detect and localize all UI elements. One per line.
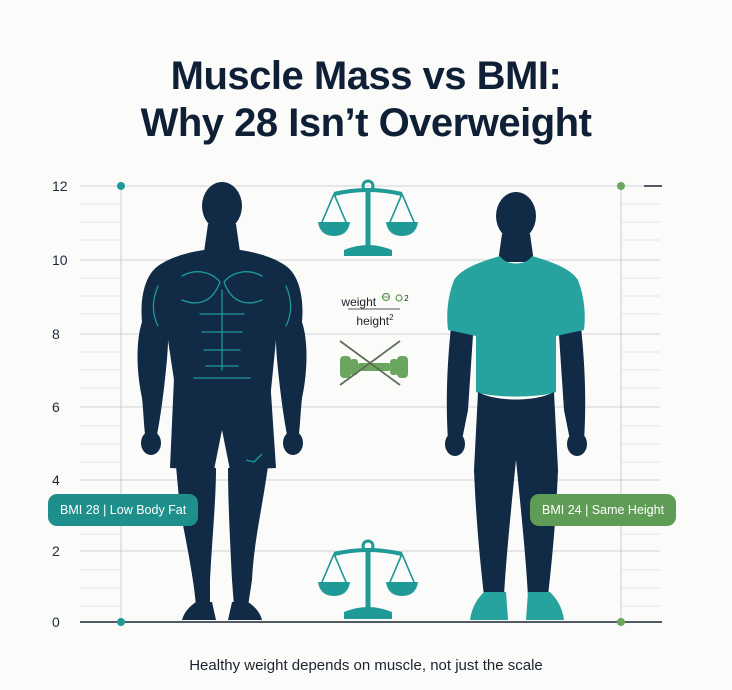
right-bmi-badge: BMI 24 | Same Height	[530, 494, 677, 526]
axis-tick-4: 4	[52, 472, 60, 488]
axis-tick-12: 12	[52, 178, 68, 194]
muscular-figure	[137, 182, 307, 620]
formula-denominator: height2	[320, 310, 430, 329]
formula-numerator: weight 2	[320, 291, 430, 310]
cross-icon	[339, 340, 401, 386]
caption: Healthy weight depends on muscle, not ju…	[189, 657, 543, 674]
formula-decor	[348, 292, 403, 310]
minor-grid-right	[622, 203, 660, 607]
axis-tick-8: 8	[52, 326, 60, 342]
left-bmi-badge: BMI 28 | Low Body Fat	[48, 494, 199, 526]
right-bottom-dot	[617, 618, 625, 626]
left-bottom-dot	[117, 618, 125, 626]
dumbbell-icon	[340, 356, 408, 378]
bmi-formula: weight 2 height2	[320, 291, 430, 329]
formula-height: height	[356, 314, 390, 328]
balance-scale-icon	[318, 539, 418, 619]
axis-tick-10: 10	[52, 252, 68, 268]
title-line-2: Why 28 Isn’t Overweight	[140, 101, 592, 145]
formula-weight: weight	[341, 295, 377, 309]
shirt-figure	[445, 192, 587, 620]
formula-exponent: 2	[404, 294, 409, 303]
title-line-1: Muscle Mass vs BMI:	[170, 54, 562, 98]
formula-denominator-exponent: 2	[389, 313, 394, 322]
balance-scale-icon	[318, 179, 418, 256]
right-top-dot	[617, 182, 625, 190]
axis-tick-6: 6	[52, 399, 60, 415]
axis-tick-2: 2	[52, 543, 60, 559]
left-top-dot	[117, 182, 125, 190]
axis-tick-0: 0	[52, 614, 60, 630]
minor-grid-left	[80, 203, 120, 607]
